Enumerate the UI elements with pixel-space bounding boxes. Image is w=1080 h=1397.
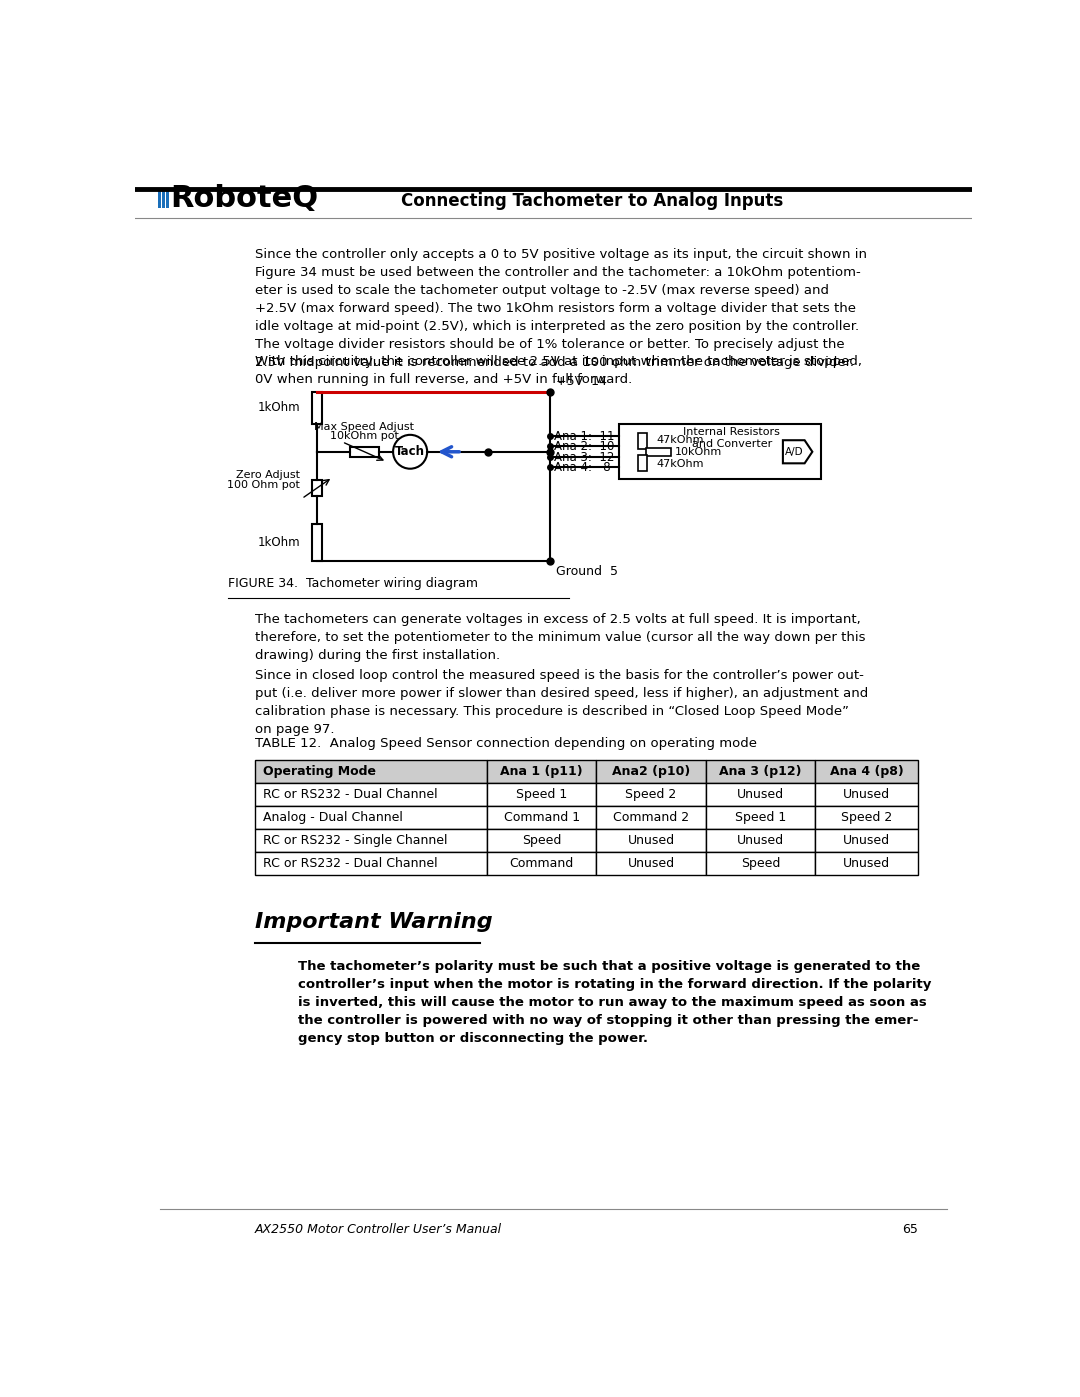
Bar	[255, 852, 487, 876]
Text: Ana 1 (p11): Ana 1 (p11)	[500, 764, 583, 778]
Text: Speed: Speed	[741, 858, 780, 870]
Text: and Converter: and Converter	[691, 440, 772, 450]
Bar	[638, 433, 647, 448]
Text: Command 1: Command 1	[503, 812, 580, 824]
Text: 1kOhm: 1kOhm	[257, 536, 300, 549]
Bar	[166, 189, 168, 208]
Text: Speed 2: Speed 2	[625, 788, 677, 800]
Bar	[815, 828, 918, 852]
Bar	[255, 806, 487, 828]
Bar	[705, 782, 815, 806]
Text: The tachometers can generate voltages in excess of 2.5 volts at full speed. It i: The tachometers can generate voltages in…	[255, 613, 866, 662]
Text: Command: Command	[510, 858, 573, 870]
Bar	[350, 447, 379, 457]
Text: Unused: Unused	[627, 858, 675, 870]
Text: Since in closed loop control the measured speed is the basis for the controller’: Since in closed loop control the measure…	[255, 669, 868, 736]
Bar	[487, 782, 596, 806]
Text: Unused: Unused	[842, 858, 890, 870]
Bar	[255, 760, 487, 782]
Text: 65: 65	[902, 1222, 918, 1235]
Text: RC or RS232 - Single Channel: RC or RS232 - Single Channel	[262, 834, 447, 847]
Bar	[596, 806, 705, 828]
Bar	[705, 852, 815, 876]
Text: Ana 2:  10: Ana 2: 10	[554, 440, 615, 453]
Text: Internal Resistors: Internal Resistors	[684, 427, 780, 437]
Text: 47kOhm: 47kOhm	[657, 434, 704, 444]
Text: TABLE 12.  Analog Speed Sensor connection depending on operating mode: TABLE 12. Analog Speed Sensor connection…	[255, 736, 757, 750]
Bar	[705, 806, 815, 828]
Text: Max Speed Adjust: Max Speed Adjust	[314, 422, 415, 432]
Text: Ground  5: Ground 5	[556, 564, 618, 578]
Bar	[815, 852, 918, 876]
Bar	[596, 828, 705, 852]
Text: Speed 1: Speed 1	[516, 788, 567, 800]
Text: Important Warning: Important Warning	[255, 912, 492, 932]
Text: 47kOhm: 47kOhm	[657, 460, 704, 469]
Text: Ana2 (p10): Ana2 (p10)	[612, 764, 690, 778]
Text: 1kOhm: 1kOhm	[257, 401, 300, 415]
Text: Speed 2: Speed 2	[840, 812, 892, 824]
Bar	[255, 782, 487, 806]
Text: With this circuitry, the controller will see 2.5V at its input when the tachomet: With this circuitry, the controller will…	[255, 355, 862, 386]
Text: RC or RS232 - Dual Channel: RC or RS232 - Dual Channel	[262, 858, 437, 870]
Text: FIGURE 34.  Tachometer wiring diagram: FIGURE 34. Tachometer wiring diagram	[228, 577, 478, 590]
Bar	[705, 760, 815, 782]
Bar	[312, 391, 322, 425]
Bar	[487, 852, 596, 876]
Text: Ana 3:  12: Ana 3: 12	[554, 451, 615, 464]
Text: 10kOhm pot: 10kOhm pot	[330, 432, 399, 441]
Bar	[646, 447, 671, 455]
Text: Ana 4:   8: Ana 4: 8	[554, 461, 611, 474]
Text: +5V  14: +5V 14	[556, 374, 607, 388]
Text: Unused: Unused	[737, 834, 784, 847]
Bar	[705, 828, 815, 852]
Text: Ana 3 (p12): Ana 3 (p12)	[719, 764, 801, 778]
Bar	[619, 425, 821, 479]
Text: Ana 1:  11: Ana 1: 11	[554, 430, 615, 443]
Bar	[255, 828, 487, 852]
Bar	[487, 760, 596, 782]
Text: Since the controller only accepts a 0 to 5V positive voltage as its input, the c: Since the controller only accepts a 0 to…	[255, 249, 867, 369]
Bar	[638, 455, 647, 471]
Bar	[815, 782, 918, 806]
Bar	[159, 189, 161, 208]
Bar	[596, 852, 705, 876]
Bar	[312, 524, 322, 562]
Text: 10kOhm: 10kOhm	[674, 447, 721, 457]
Text: Unused: Unused	[627, 834, 675, 847]
Text: Zero Adjust: Zero Adjust	[237, 471, 300, 481]
Text: AX2550 Motor Controller User’s Manual: AX2550 Motor Controller User’s Manual	[255, 1222, 502, 1235]
Bar	[162, 189, 165, 208]
Bar	[596, 760, 705, 782]
Text: Operating Mode: Operating Mode	[262, 764, 376, 778]
Text: Command 2: Command 2	[613, 812, 689, 824]
Text: RoboteQ: RoboteQ	[171, 183, 319, 212]
Bar	[596, 782, 705, 806]
Text: The tachometer’s polarity must be such that a positive voltage is generated to t: The tachometer’s polarity must be such t…	[298, 960, 931, 1045]
Bar	[815, 806, 918, 828]
Bar	[487, 806, 596, 828]
Bar	[815, 760, 918, 782]
Text: RC or RS232 - Dual Channel: RC or RS232 - Dual Channel	[262, 788, 437, 800]
Bar	[312, 481, 322, 496]
Text: Speed: Speed	[522, 834, 562, 847]
Text: Speed 1: Speed 1	[734, 812, 786, 824]
Text: Unused: Unused	[737, 788, 784, 800]
Text: Unused: Unused	[842, 788, 890, 800]
Text: Analog - Dual Channel: Analog - Dual Channel	[262, 812, 403, 824]
Text: 100 Ohm pot: 100 Ohm pot	[227, 479, 300, 489]
Text: Ana 4 (p8): Ana 4 (p8)	[829, 764, 903, 778]
Bar	[487, 828, 596, 852]
Text: Connecting Tachometer to Analog Inputs: Connecting Tachometer to Analog Inputs	[401, 191, 783, 210]
Text: Tach: Tach	[395, 446, 426, 458]
Text: A/D: A/D	[785, 447, 804, 457]
Text: Unused: Unused	[842, 834, 890, 847]
